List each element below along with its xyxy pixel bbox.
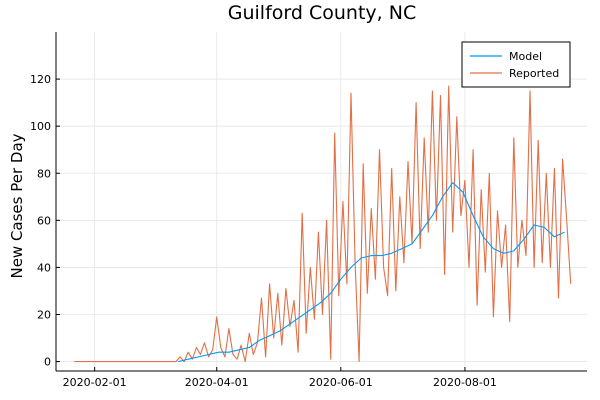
x-tick-label: 2020-04-01: [185, 376, 249, 389]
x-tick-label: 2020-02-01: [63, 376, 127, 389]
y-tick-label: 40: [37, 261, 51, 274]
legend-model-label: Model: [509, 50, 542, 63]
series-line-reported: [74, 85, 572, 363]
x-tick-label: 2020-08-01: [433, 376, 497, 389]
legend-box: [461, 41, 571, 88]
legend: Model Reported: [461, 41, 571, 88]
y-axis-label: New Cases Per Day: [8, 133, 26, 278]
y-tick-label: 120: [30, 73, 51, 86]
x-tick-label: 2020-06-01: [309, 376, 373, 389]
series-layer: [74, 85, 572, 363]
ticks: 0 20 40 60 80 100 120 2020-02-01 2020-04-01 2020-…: [30, 73, 497, 389]
y-tick-label: 0: [44, 356, 51, 369]
grid: [56, 32, 587, 371]
y-tick-label: 20: [37, 309, 51, 322]
chart-title: Guilford County, NC: [228, 2, 416, 24]
series-line-model: [177, 182, 565, 363]
legend-reported-label: Reported: [509, 67, 559, 80]
y-tick-label: 80: [37, 167, 51, 180]
y-tick-label: 60: [37, 214, 51, 227]
y-tick-label: 100: [30, 120, 51, 133]
